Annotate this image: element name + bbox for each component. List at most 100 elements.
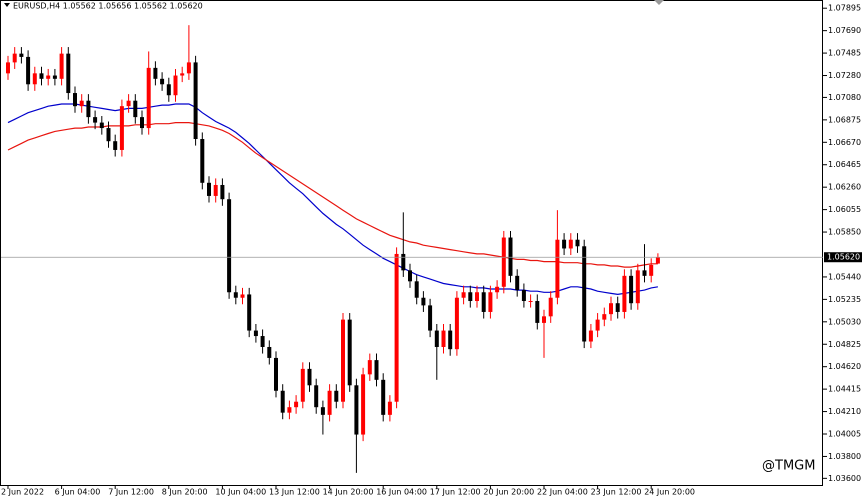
x-tick-label: 23 Jun 12:00 xyxy=(591,488,642,497)
candle-body xyxy=(220,184,225,200)
candle-body xyxy=(59,53,64,79)
candle-body xyxy=(180,73,185,76)
candle-body xyxy=(267,346,272,358)
candle-body xyxy=(347,319,352,386)
y-tick-label: 1.03600 xyxy=(828,474,861,483)
candle-body xyxy=(207,182,211,196)
candle-body xyxy=(515,275,520,291)
current-price-label: 1.05620 xyxy=(827,253,860,262)
candle-body xyxy=(354,385,359,435)
y-tick-label: 1.04415 xyxy=(828,385,861,394)
candle-body xyxy=(408,270,412,282)
candle-body xyxy=(26,56,31,85)
candle-body xyxy=(454,297,459,350)
candle-body xyxy=(200,139,205,183)
candle-body xyxy=(468,292,473,302)
x-tick-label: 8 Jun 20:00 xyxy=(162,488,208,497)
candle-body xyxy=(381,379,386,415)
y-tick-label: 1.04620 xyxy=(828,362,861,371)
candle-body xyxy=(12,53,17,63)
candle-body xyxy=(126,100,131,107)
candle-body xyxy=(521,290,526,302)
y-tick-label: 1.06260 xyxy=(828,183,861,192)
candle-body xyxy=(341,319,345,402)
candle-body xyxy=(588,330,593,342)
y-tick-label: 1.07690 xyxy=(828,26,861,35)
y-tick-label: 1.05030 xyxy=(828,317,861,326)
candle-body xyxy=(401,253,406,271)
y-tick-label: 1.05850 xyxy=(828,228,861,237)
chart-title: EURUSD,H4 1.05562 1.05656 1.05562 1.0562… xyxy=(13,2,203,11)
candle-body xyxy=(361,374,366,435)
candle-body xyxy=(119,106,124,150)
candle-body xyxy=(280,390,285,413)
candle-body xyxy=(19,53,24,57)
candle-body xyxy=(6,62,10,74)
y-tick-label: 1.06875 xyxy=(828,115,861,124)
x-tick-label: 14 Jun 20:00 xyxy=(323,488,374,497)
x-tick-label: 7 Jun 12:00 xyxy=(108,488,154,497)
candle-body xyxy=(307,368,312,386)
candle-body xyxy=(260,336,265,347)
candle-body xyxy=(542,316,546,323)
candle-body xyxy=(233,292,238,298)
candle-body xyxy=(602,314,607,320)
y-tick-label: 1.05235 xyxy=(828,295,861,304)
candle-body xyxy=(274,357,278,391)
candle-body xyxy=(421,297,426,306)
candle-body xyxy=(133,100,138,118)
candle-body xyxy=(475,292,479,302)
candle-body xyxy=(113,141,118,150)
candle-body xyxy=(374,360,379,380)
y-tick-label: 1.03800 xyxy=(828,452,861,461)
y-tick-label: 1.05440 xyxy=(828,272,861,281)
candle-body xyxy=(146,67,151,129)
x-tick-label: 22 Jun 04:00 xyxy=(537,488,588,497)
candle-body xyxy=(595,319,600,331)
plot-frame xyxy=(0,0,823,486)
candle-body xyxy=(555,239,560,298)
candle-body xyxy=(173,75,178,96)
candle-body xyxy=(655,257,660,264)
candle-body xyxy=(508,237,513,276)
x-tick-label: 6 Jun 04:00 xyxy=(55,488,101,497)
candle-body xyxy=(394,253,399,402)
candle-body xyxy=(461,292,466,298)
candle-body xyxy=(428,305,433,331)
y-tick-label: 1.06055 xyxy=(828,205,861,214)
candle-body xyxy=(495,286,500,293)
candle-body xyxy=(294,401,299,408)
candle-body xyxy=(548,297,553,317)
candle-body xyxy=(535,301,540,323)
y-tick-label: 1.06670 xyxy=(828,138,861,147)
candle-body xyxy=(629,275,634,304)
candle-body xyxy=(481,292,486,312)
x-tick-label: 24 Jun 20:00 xyxy=(644,488,695,497)
candle-body xyxy=(227,199,232,293)
candle-body xyxy=(501,237,506,287)
chart-shift-marker xyxy=(654,0,664,5)
moving-average xyxy=(7,122,658,268)
candle-body xyxy=(213,184,218,196)
y-tick-label: 1.07895 xyxy=(828,4,861,13)
candle-body xyxy=(314,385,319,408)
candle-body xyxy=(166,84,171,96)
candle-body xyxy=(73,93,77,107)
current-price-box xyxy=(824,252,862,263)
candle-body xyxy=(287,407,292,413)
candle-body xyxy=(441,330,446,347)
candle-body xyxy=(93,117,98,123)
moving-average xyxy=(7,103,658,296)
watermark: @TMGM xyxy=(762,459,815,474)
x-tick-label: 2 Jun 2022 xyxy=(1,488,44,497)
candle-body xyxy=(79,100,84,107)
candle-body xyxy=(39,73,44,79)
candle-body xyxy=(66,53,71,94)
x-tick-label: 10 Jun 04:00 xyxy=(215,488,266,497)
candle-body xyxy=(140,117,144,129)
candle-body xyxy=(387,401,392,415)
candle-body xyxy=(642,270,647,276)
candle-body xyxy=(528,301,533,303)
